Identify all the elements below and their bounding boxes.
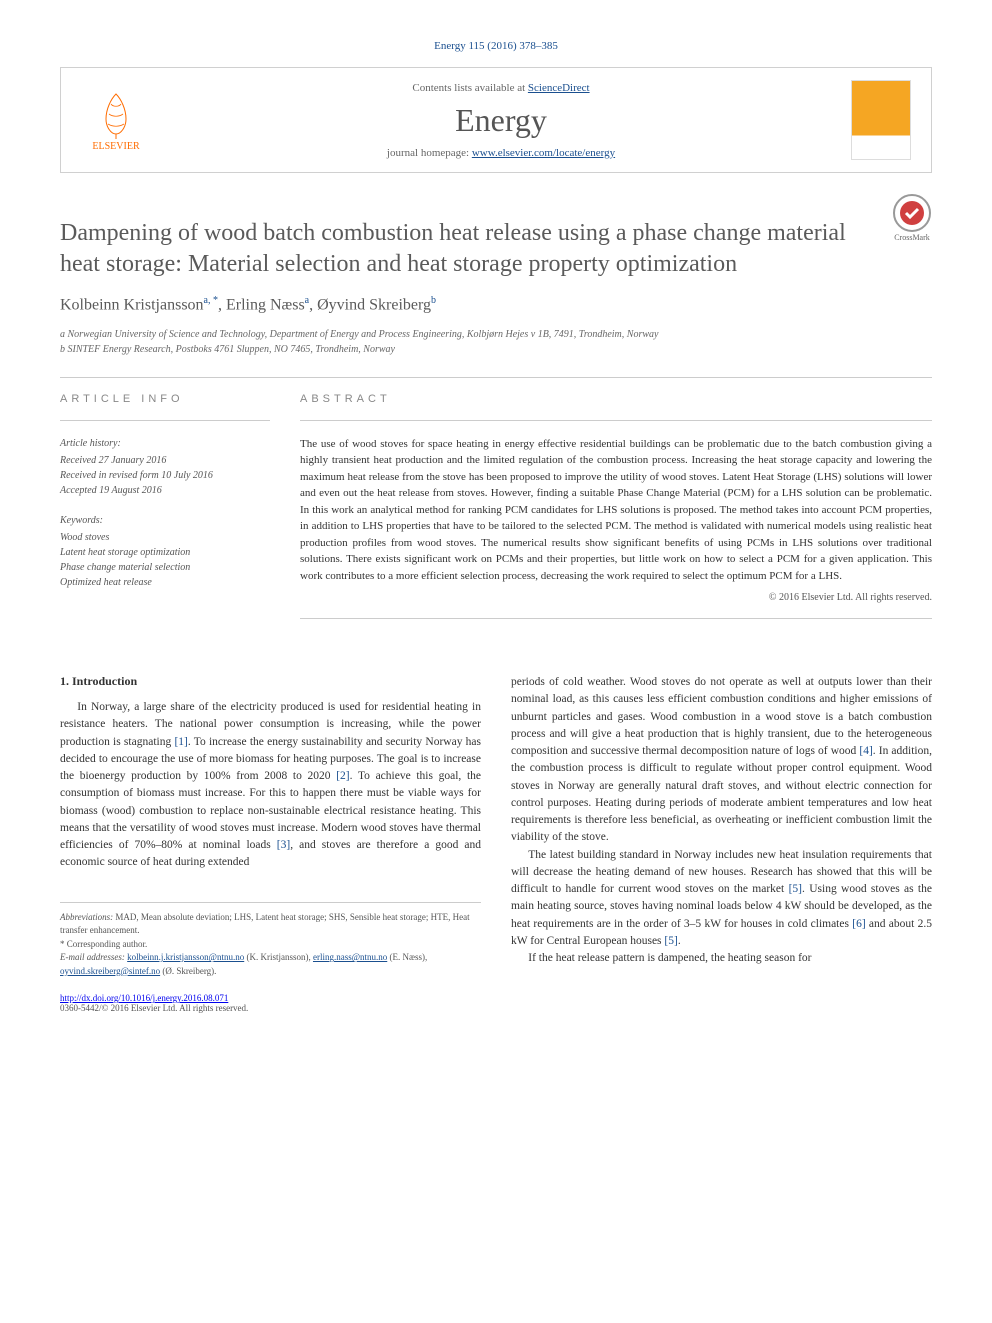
- p3d: .: [678, 935, 681, 947]
- header-center: Contents lists available at ScienceDirec…: [171, 82, 831, 159]
- accepted-date: Accepted 19 August 2016: [60, 483, 270, 498]
- email-3[interactable]: oyvind.skreiberg@sintef.no: [60, 966, 160, 976]
- keyword-3: Phase change material selection: [60, 560, 270, 575]
- email-3-name: (Ø. Skreiberg).: [160, 966, 216, 976]
- article-info: ARTICLE INFO Article history: Received 2…: [60, 393, 270, 635]
- abstract-text: The use of wood stoves for space heating…: [300, 436, 932, 585]
- abbr-label: Abbreviations:: [60, 912, 113, 922]
- body-columns: 1. Introduction In Norway, a large share…: [60, 674, 932, 978]
- ref-6[interactable]: [6]: [852, 918, 865, 930]
- divider: [300, 420, 932, 421]
- author-3-aff: b: [431, 295, 436, 306]
- email-addresses: E-mail addresses: kolbeinn.j.kristjansso…: [60, 951, 481, 978]
- ref-5[interactable]: [5]: [789, 883, 802, 895]
- homepage-prefix: journal homepage:: [387, 147, 472, 159]
- received-date: Received 27 January 2016: [60, 453, 270, 468]
- author-1-aff: a, *: [204, 295, 218, 306]
- divider: [60, 420, 270, 421]
- journal-cover-thumb: [851, 80, 911, 160]
- body-text-right: periods of cold weather. Wood stoves do …: [511, 674, 932, 967]
- p2b: . In addition, the combustion process is…: [511, 745, 932, 843]
- citation-line: Energy 115 (2016) 378–385: [60, 40, 932, 52]
- intro-para-3: The latest building standard in Norway i…: [511, 847, 932, 951]
- ref-4[interactable]: [4]: [859, 745, 872, 757]
- info-abstract-row: ARTICLE INFO Article history: Received 2…: [60, 393, 932, 635]
- intro-para-4: If the heat release pattern is dampened,…: [511, 950, 932, 967]
- divider: [60, 377, 932, 378]
- body-col-left: 1. Introduction In Norway, a large share…: [60, 674, 481, 978]
- keyword-2: Latent heat storage optimization: [60, 545, 270, 560]
- history-heading: Article history:: [60, 436, 270, 451]
- issn-line: 0360-5442/© 2016 Elsevier Ltd. All right…: [60, 1003, 932, 1013]
- keywords-heading: Keywords:: [60, 513, 270, 528]
- body-text-left: In Norway, a large share of the electric…: [60, 699, 481, 872]
- abbr-text: MAD, Mean absolute deviation; LHS, Laten…: [60, 912, 470, 936]
- ref-1[interactable]: [1]: [174, 736, 187, 748]
- abstract-copyright: © 2016 Elsevier Ltd. All rights reserved…: [300, 592, 932, 603]
- revised-date: Received in revised form 10 July 2016: [60, 468, 270, 483]
- title-row: Dampening of wood batch combustion heat …: [60, 193, 932, 295]
- intro-para-1: In Norway, a large share of the electric…: [60, 699, 481, 872]
- body-col-right: periods of cold weather. Wood stoves do …: [511, 674, 932, 978]
- ref-2[interactable]: [2]: [336, 770, 349, 782]
- publisher-logo: ELSEVIER: [81, 85, 151, 155]
- doi-line: http://dx.doi.org/10.1016/j.energy.2016.…: [60, 993, 932, 1003]
- doi-link[interactable]: http://dx.doi.org/10.1016/j.energy.2016.…: [60, 993, 228, 1003]
- homepage-link[interactable]: www.elsevier.com/locate/energy: [472, 147, 615, 159]
- journal-header: ELSEVIER Contents lists available at Sci…: [60, 67, 932, 173]
- email-label: E-mail addresses:: [60, 952, 127, 962]
- corresponding-author: * Corresponding author.: [60, 938, 481, 952]
- email-1-name: (K. Kristjansson),: [244, 952, 313, 962]
- author-1: Kolbeinn Kristjansson: [60, 297, 204, 314]
- crossmark-icon: [892, 193, 932, 233]
- footnotes: Abbreviations: MAD, Mean absolute deviat…: [60, 902, 481, 979]
- email-2-name: (E. Næss),: [387, 952, 427, 962]
- keyword-1: Wood stoves: [60, 530, 270, 545]
- affiliation-b: b SINTEF Energy Research, Postboks 4761 …: [60, 342, 932, 357]
- contents-line: Contents lists available at ScienceDirec…: [171, 82, 831, 94]
- abbreviations: Abbreviations: MAD, Mean absolute deviat…: [60, 911, 481, 938]
- section-1-heading: 1. Introduction: [60, 674, 481, 689]
- affiliation-a: a Norwegian University of Science and Te…: [60, 327, 932, 342]
- sciencedirect-link[interactable]: ScienceDirect: [528, 82, 590, 94]
- author-3: , Øyvind Skreiberg: [309, 297, 431, 314]
- abstract-column: ABSTRACT The use of wood stoves for spac…: [300, 393, 932, 635]
- ref-3[interactable]: [3]: [277, 839, 290, 851]
- email-2[interactable]: erling.nass@ntnu.no: [313, 952, 387, 962]
- abstract-heading: ABSTRACT: [300, 393, 932, 405]
- intro-para-2: periods of cold weather. Wood stoves do …: [511, 674, 932, 847]
- elsevier-tree-icon: [91, 89, 141, 139]
- crossmark-label: CrossMark: [894, 233, 930, 242]
- affiliations: a Norwegian University of Science and Te…: [60, 327, 932, 357]
- publisher-name: ELSEVIER: [92, 141, 139, 152]
- authors: Kolbeinn Kristjanssona, *, Erling Næssa,…: [60, 295, 932, 314]
- keyword-4: Optimized heat release: [60, 575, 270, 590]
- contents-prefix: Contents lists available at: [412, 82, 527, 94]
- journal-name: Energy: [171, 102, 831, 139]
- author-2: , Erling Næss: [218, 297, 305, 314]
- article-title: Dampening of wood batch combustion heat …: [60, 218, 877, 280]
- article-info-heading: ARTICLE INFO: [60, 393, 270, 405]
- crossmark-badge[interactable]: CrossMark: [892, 193, 932, 242]
- homepage-line: journal homepage: www.elsevier.com/locat…: [171, 147, 831, 159]
- ref-5b[interactable]: [5]: [664, 935, 677, 947]
- divider: [300, 618, 932, 619]
- email-1[interactable]: kolbeinn.j.kristjansson@ntnu.no: [127, 952, 244, 962]
- article-history: Article history: Received 27 January 201…: [60, 436, 270, 590]
